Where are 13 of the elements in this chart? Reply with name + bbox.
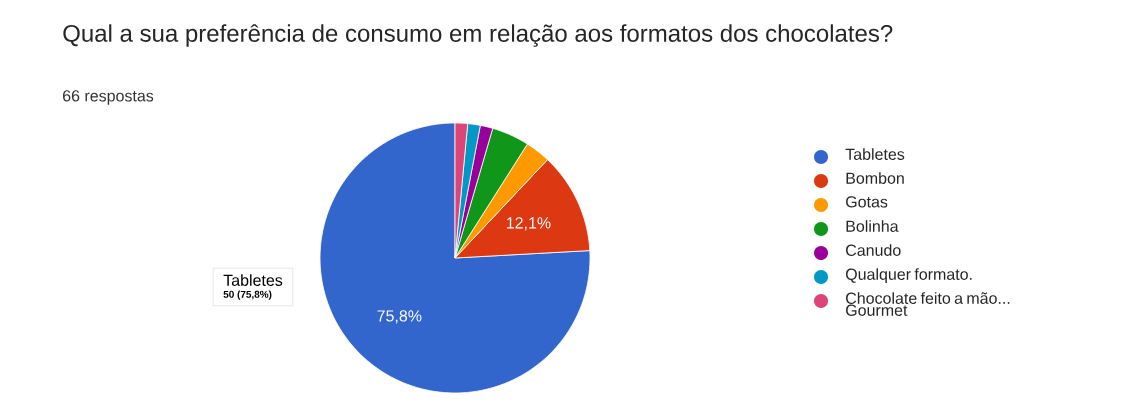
text: Tabletes bbox=[223, 274, 283, 286]
legend-label: Bombon bbox=[846, 172, 904, 184]
legend-label: Canudo bbox=[846, 244, 901, 256]
legend-label: Bolinha bbox=[846, 220, 899, 232]
text: 66 respostas bbox=[63, 90, 154, 105]
data-label: 75,8% bbox=[377, 310, 422, 324]
chart-title: Qual a sua preferência de consumo em relação aos formatos dos chocolates? bbox=[63, 24, 893, 47]
data-label: 12,1% bbox=[506, 217, 551, 231]
text: 50 (75,8%) bbox=[223, 290, 272, 300]
legend-label: Tabletes bbox=[845, 148, 905, 160]
legend-label: Qualquer formato. bbox=[845, 268, 972, 284]
legend-label: Chocolate feito a mão... Gourmet bbox=[846, 292, 1010, 316]
legend-label: Gotas bbox=[846, 196, 888, 208]
